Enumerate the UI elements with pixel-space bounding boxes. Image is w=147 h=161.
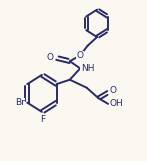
Text: Br: Br <box>15 98 25 107</box>
Text: NH: NH <box>81 64 95 73</box>
Text: F: F <box>40 115 45 124</box>
Text: OH: OH <box>110 99 124 108</box>
Text: O: O <box>77 51 84 60</box>
Text: O: O <box>47 53 54 62</box>
Text: O: O <box>110 86 117 95</box>
